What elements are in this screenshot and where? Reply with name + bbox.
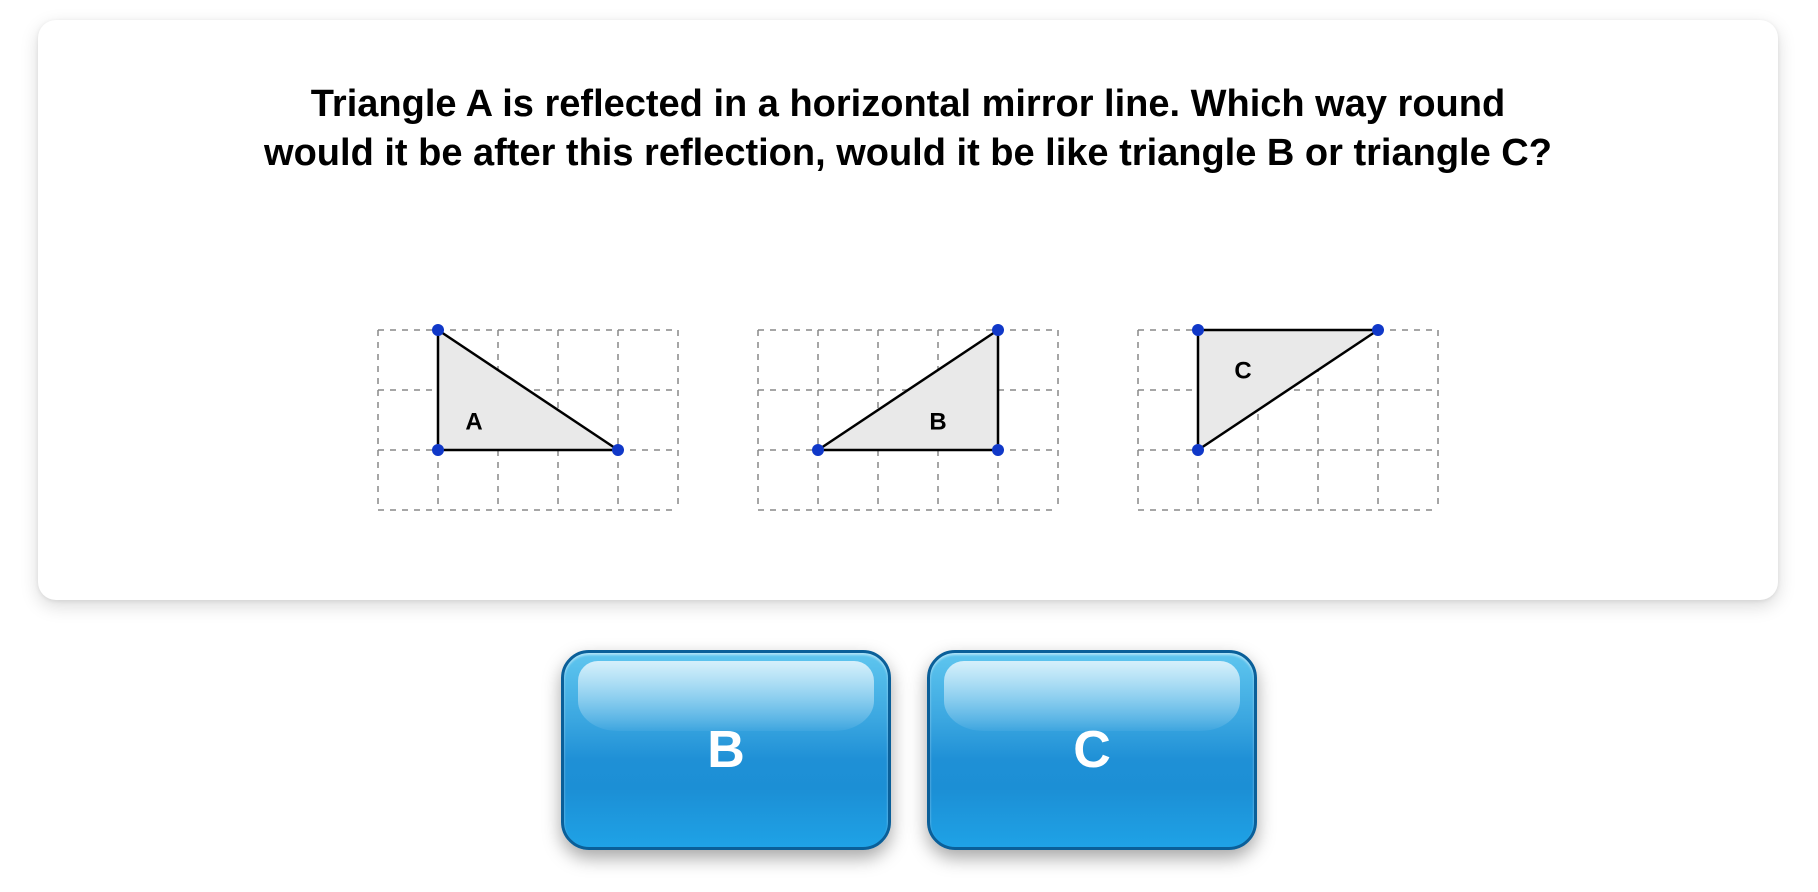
figure-c: C: [1128, 320, 1448, 525]
svg-text:B: B: [929, 408, 946, 435]
figure-b: B: [748, 320, 1068, 525]
figure-a: A: [368, 320, 688, 525]
svg-text:C: C: [1234, 357, 1251, 384]
figures-row: A B C: [38, 320, 1778, 525]
answers-row: B C: [0, 650, 1818, 850]
answer-button-c-label: C: [1073, 720, 1111, 780]
question-text: Triangle A is reflected in a horizontal …: [38, 80, 1778, 179]
question-card: Triangle A is reflected in a horizontal …: [38, 20, 1778, 600]
svg-text:A: A: [465, 408, 482, 435]
answer-button-b[interactable]: B: [561, 650, 891, 850]
answer-button-c[interactable]: C: [927, 650, 1257, 850]
answer-button-b-label: B: [707, 720, 745, 780]
